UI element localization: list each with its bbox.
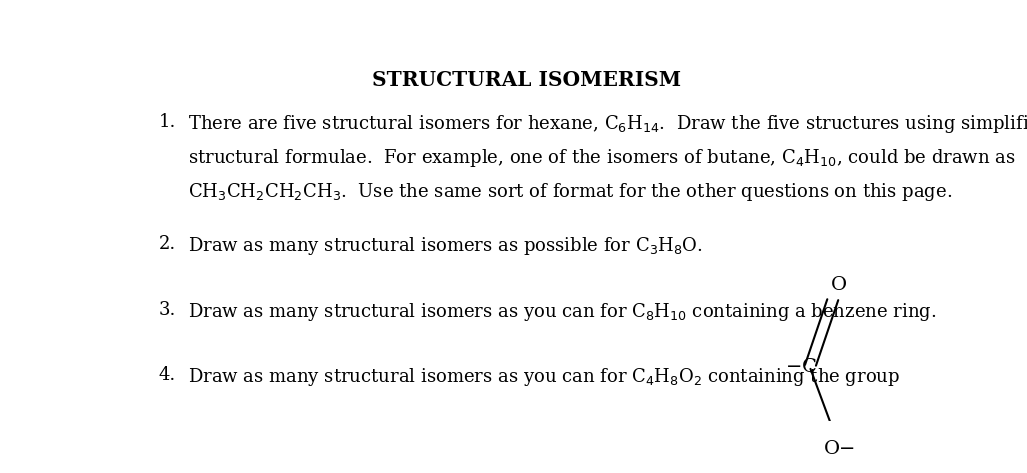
Text: 4.: 4.: [158, 366, 176, 385]
Text: 2.: 2.: [158, 235, 176, 253]
Text: There are five structural isomers for hexane, C$_6$H$_{14}$.  Draw the five stru: There are five structural isomers for he…: [188, 113, 1027, 135]
Text: STRUCTURAL ISOMERISM: STRUCTURAL ISOMERISM: [372, 70, 681, 89]
Text: O: O: [831, 276, 847, 294]
Text: 3.: 3.: [158, 301, 176, 319]
Text: $-$C: $-$C: [785, 358, 817, 376]
Text: CH$_3$CH$_2$CH$_2$CH$_3$.  Use the same sort of format for the other questions o: CH$_3$CH$_2$CH$_2$CH$_3$. Use the same s…: [188, 181, 952, 203]
Text: 1.: 1.: [158, 113, 176, 131]
Text: Draw as many structural isomers as you can for C$_8$H$_{10}$ containing a benzen: Draw as many structural isomers as you c…: [188, 301, 937, 323]
Text: Draw as many structural isomers as you can for C$_4$H$_8$O$_2$ containing the gr: Draw as many structural isomers as you c…: [188, 366, 901, 388]
Text: Draw as many structural isomers as possible for C$_3$H$_8$O.: Draw as many structural isomers as possi…: [188, 235, 702, 257]
Text: structural formulae.  For example, one of the isomers of butane, C$_4$H$_{10}$, : structural formulae. For example, one of…: [188, 147, 1016, 169]
Text: O$-$: O$-$: [823, 440, 855, 458]
